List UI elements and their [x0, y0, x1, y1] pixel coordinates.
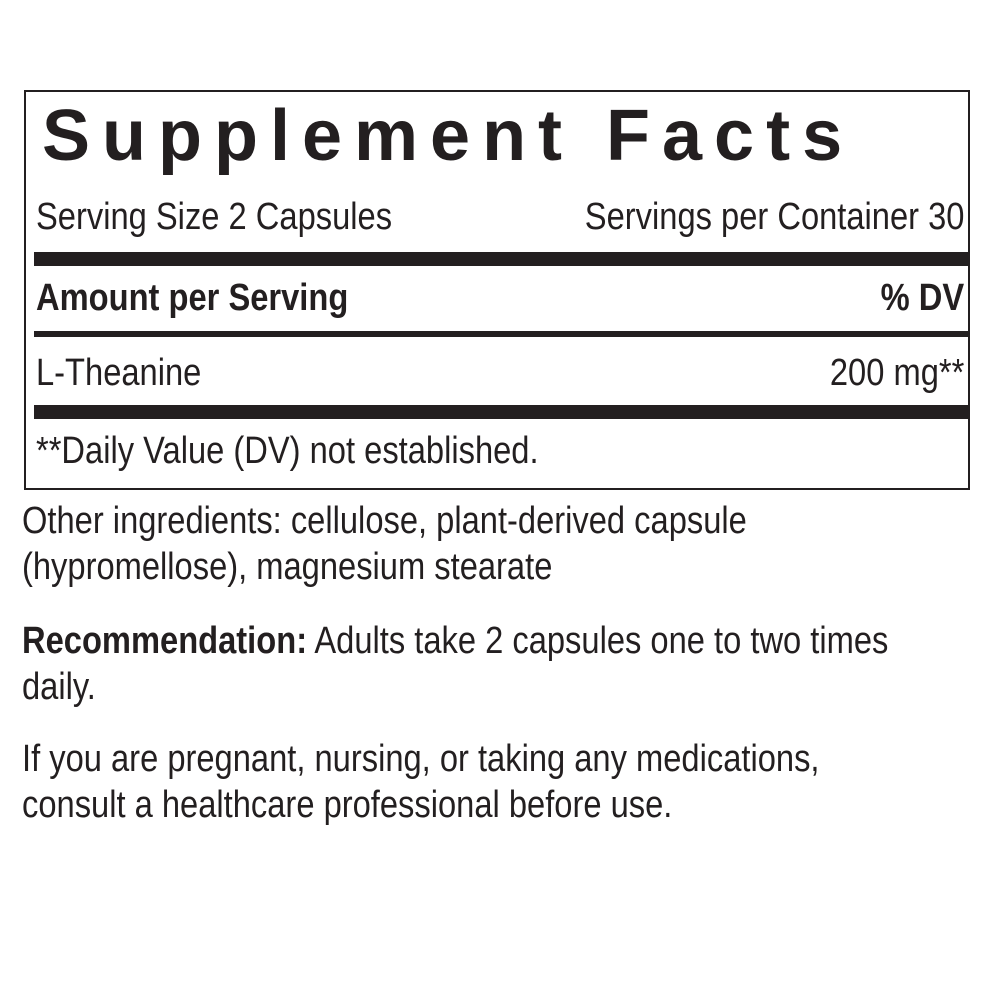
- ingredient-amount: 200 mg**: [829, 352, 964, 394]
- footnote-row: **Daily Value (DV) not established.: [36, 430, 964, 473]
- serving-size: Serving Size 2 Capsules: [36, 196, 393, 238]
- serving-row: Serving Size 2 Capsules Servings per Con…: [36, 196, 964, 239]
- panel-title: Supplement Facts: [42, 96, 855, 176]
- divider-thick: [34, 252, 968, 266]
- divider-thick: [34, 405, 968, 419]
- amount-header: Amount per Serving: [36, 277, 349, 319]
- warning: If you are pregnant, nursing, or taking …: [22, 738, 820, 826]
- footnote: **Daily Value (DV) not established.: [36, 430, 539, 472]
- recommendation-text: Adults take 2 capsules one to two times …: [22, 620, 889, 708]
- ingredient-name: L-Theanine: [36, 352, 202, 394]
- dv-header: % DV: [880, 277, 964, 319]
- recommendation-label: Recommendation:: [22, 620, 308, 662]
- ingredient-row: L-Theanine 200 mg**: [36, 352, 964, 395]
- recommendation: Recommendation: Adults take 2 capsules o…: [22, 618, 968, 710]
- servings-per-container: Servings per Container 30: [584, 196, 964, 238]
- divider-medium: [34, 331, 968, 337]
- other-ingredients: Other ingredients: cellulose, plant-deri…: [22, 500, 747, 588]
- header-row: Amount per Serving % DV: [36, 277, 964, 320]
- supplement-facts-panel: [24, 90, 970, 490]
